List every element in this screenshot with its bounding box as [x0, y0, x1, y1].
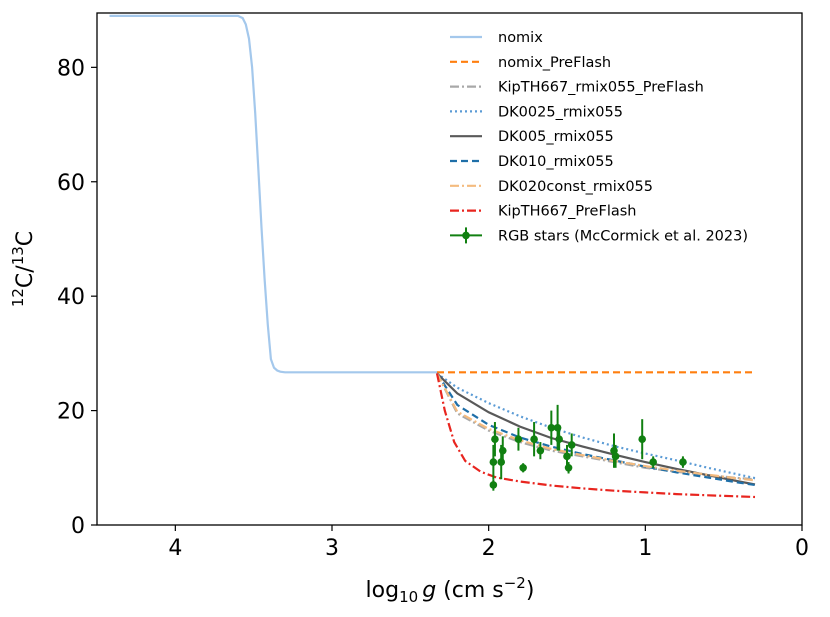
- legend-entry-dk020const-rmix055: DK020const_rmix055: [450, 179, 653, 195]
- y-tick-label: 40: [57, 285, 85, 310]
- legend-entry-kipth667-rmix055-preflash: KipTH667_rmix055_PreFlash: [450, 80, 704, 96]
- data-point: [519, 463, 527, 473]
- series-line-kipth667-preflash: [435, 373, 756, 499]
- y-tick-label: 0: [71, 514, 85, 539]
- plot-frame: [96, 12, 803, 526]
- series-line-dk0025-rmix055: [436, 372, 756, 480]
- legend-entry-dk010-rmix055: DK010_rmix055: [450, 154, 614, 170]
- legend-entry-dk005-rmix055: DK005_rmix055: [450, 129, 614, 145]
- legend-label: KipTH667_PreFlash: [498, 204, 636, 220]
- data-point: [649, 456, 657, 468]
- legend-label: nomix_PreFlash: [498, 55, 611, 71]
- legend-label: nomix: [498, 30, 543, 46]
- legend-entry-nomix: nomix: [450, 30, 543, 46]
- data-point: [553, 404, 562, 451]
- legend-label: DK010_rmix055: [498, 154, 614, 170]
- legend-entry-dk0025-rmix055: DK0025_rmix055: [450, 104, 623, 120]
- data-point: [638, 419, 646, 460]
- data-point: [489, 444, 498, 480]
- x-tick-label: 0: [795, 536, 809, 561]
- data-point: [567, 433, 576, 457]
- data-point: [489, 479, 498, 491]
- y-tick-label: 60: [57, 171, 85, 196]
- y-axis-label: 12C/13C: [9, 231, 38, 307]
- series-line-nomix: [109, 14, 437, 374]
- data-point: [536, 442, 545, 460]
- x-tick-label: 2: [482, 536, 496, 561]
- legend-label: KipTH667_rmix055_PreFlash: [498, 80, 704, 96]
- x-axis-label: log10 g (cm s−2): [366, 574, 535, 606]
- data-point: [491, 422, 499, 457]
- legend-label: DK0025_rmix055: [498, 104, 623, 120]
- legend-entry-rgb-stars-mccormick-et-al-2023: RGB stars (McCormick et al. 2023): [450, 227, 748, 244]
- data-point: [547, 410, 556, 445]
- series-line-dk020const-rmix055: [436, 372, 756, 482]
- data-point: [611, 444, 620, 468]
- axes-ticks: 4 3 2 1 0 0 20 40 60 80: [57, 56, 809, 561]
- y-tick-label: 20: [57, 400, 85, 425]
- legend-label: DK005_rmix055: [498, 129, 614, 145]
- data-point: [564, 462, 573, 474]
- data-point: [555, 427, 563, 451]
- data-point: [514, 427, 523, 451]
- plot-area: [109, 14, 756, 499]
- x-tick-label: 1: [638, 536, 652, 561]
- legend: nomix nomix_PreFlash KipTH667_rmix055_PreF…: [450, 30, 748, 244]
- legend-label: DK020const_rmix055: [498, 179, 653, 195]
- legend-label: RGB stars (McCormick et al. 2023): [498, 228, 748, 244]
- data-point: [498, 436, 507, 465]
- x-tick-label: 3: [325, 536, 339, 561]
- data-point: [530, 422, 538, 457]
- legend-entry-kipth667-preflash: KipTH667_PreFlash: [450, 204, 636, 220]
- data-point: [679, 456, 687, 468]
- legend-entry-nomix-preflash: nomix_PreFlash: [450, 55, 611, 71]
- y-tick-label: 80: [57, 56, 85, 81]
- x-tick-label: 4: [168, 536, 182, 561]
- data-point: [563, 444, 571, 468]
